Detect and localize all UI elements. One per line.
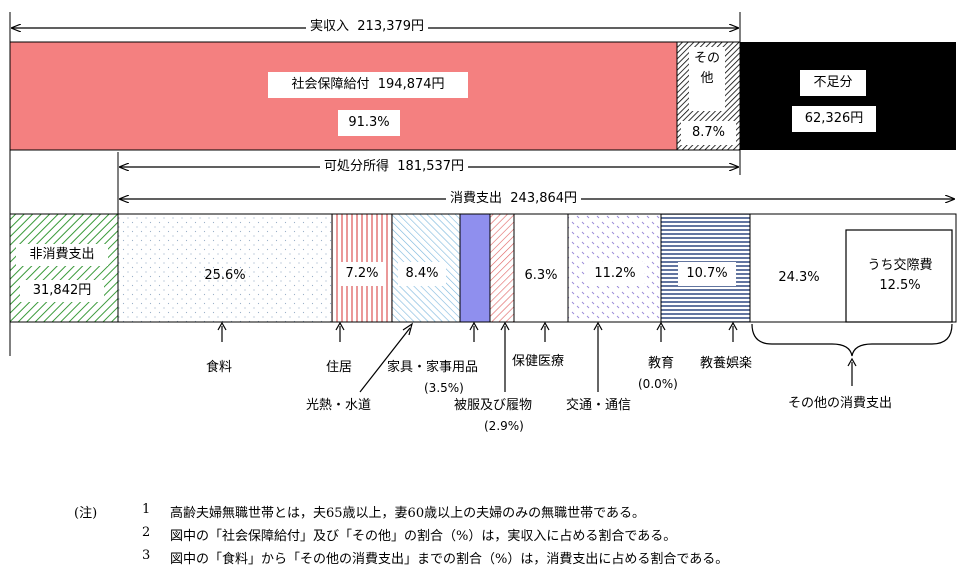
deficit-amount: 62,326円 — [792, 106, 876, 132]
transport-pct: 11.2% — [586, 262, 644, 286]
label-transport: 交通・通信 — [566, 398, 632, 414]
other-consumption-pct: 24.3% — [778, 270, 820, 285]
label-furniture: 家具・家事用品 — [387, 360, 479, 376]
culture-pct: 10.7% — [678, 262, 736, 286]
note-2-text: 図中の「社会保障給付」及び「その他」の割合（%）は，実収入に占める割合である。 — [170, 529, 677, 544]
label-clothing-pct: (2.9%) — [484, 418, 524, 434]
other-brace — [751, 323, 953, 357]
social-security-label: 社会保障給付 194,874円 — [268, 72, 468, 98]
label-housing: 住居 — [326, 360, 353, 376]
note-1-text: 高齢夫婦無職世帯とは，夫65歳以上，妻60歳以上の夫婦のみの無職世帯である。 — [170, 506, 645, 521]
deficit-label: 不足分 — [800, 70, 866, 96]
food-bar — [117, 213, 333, 323]
label-medical: 保健医療 — [512, 354, 565, 370]
clothing-bar — [489, 213, 515, 323]
note-2-num: 2 — [142, 525, 151, 540]
medical-pct: 6.3% — [524, 268, 558, 283]
other-income-pct: 8.7% — [681, 121, 736, 145]
label-culture: 教養娯楽 — [700, 356, 753, 372]
social-security-pct: 91.3% — [338, 110, 400, 136]
label-food: 食料 — [206, 360, 233, 376]
label-education: 教育 — [648, 356, 675, 372]
income-title: 実収入 213,379円 — [306, 19, 429, 35]
label-clothing: 被服及び履物 — [454, 398, 533, 414]
non-consumption-bar — [9, 213, 119, 323]
social-expense-label: うち交際費 — [867, 258, 933, 273]
label-education-pct: (0.0%) — [638, 376, 678, 392]
social-expense-pct: 12.5% — [879, 278, 921, 293]
label-furniture-pct: (3.5%) — [424, 380, 464, 396]
label-utilities: 光熱・水道 — [306, 398, 372, 414]
disposable-label: 可処分所得 181,537円 — [320, 159, 469, 175]
medical-bar — [513, 213, 569, 323]
consumption-label: 消費支出 243,864円 — [446, 191, 582, 207]
non-consumption-amount: 31,842円 — [20, 280, 104, 302]
note-3-num: 3 — [142, 548, 151, 563]
utilities-pct: 8.4% — [398, 262, 446, 286]
note-3-text: 図中の「食料」から「その他の消費支出」までの割合（%）は，消費支出に占める割合で… — [170, 552, 729, 567]
notes-prefix: (注) — [74, 506, 98, 521]
housing-pct: 7.2% — [338, 262, 386, 286]
food-pct: 25.6% — [204, 268, 246, 283]
note-1-num: 1 — [142, 502, 151, 517]
label-other-consumption: その他の消費支出 — [788, 396, 893, 412]
other-income-label: その 他 — [689, 47, 725, 111]
deficit-bar — [740, 42, 956, 150]
furniture-bar — [459, 213, 491, 323]
social-expense-box — [845, 229, 953, 323]
pointer-arrows — [217, 321, 857, 393]
non-consumption-label: 非消費支出 — [16, 244, 108, 266]
